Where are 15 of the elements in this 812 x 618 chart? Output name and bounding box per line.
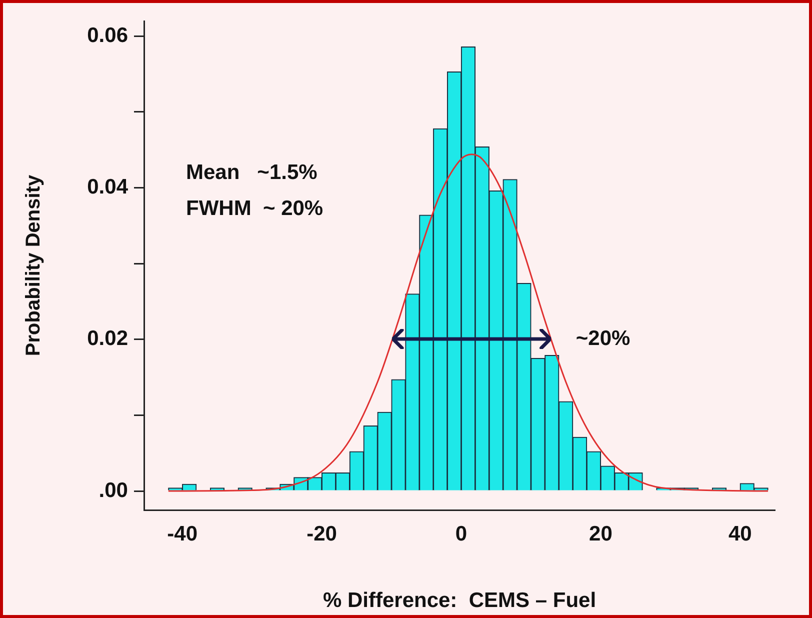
annotation: FWHM ~ 20% xyxy=(186,196,324,220)
y-tick-label: 0.02 xyxy=(87,327,128,350)
x-tick-label: 0 xyxy=(455,522,468,546)
line-series xyxy=(168,154,769,492)
annotation: ~20% xyxy=(576,327,631,350)
x-tick-label: -40 xyxy=(167,522,198,546)
y-tick-label: 0.04 xyxy=(87,176,128,199)
x-tick-label: 20 xyxy=(589,522,612,546)
x-tick-label: -20 xyxy=(306,522,337,546)
y-tick-label: 0.06 xyxy=(87,24,128,47)
x-tick-label: 40 xyxy=(728,522,752,546)
y-axis-title: Probability Density xyxy=(22,174,45,356)
y-tick-label: .00 xyxy=(98,478,128,502)
x-axis-title: % Difference: CEMS – Fuel xyxy=(322,589,596,612)
annotation: Mean ~1.5% xyxy=(186,160,318,184)
